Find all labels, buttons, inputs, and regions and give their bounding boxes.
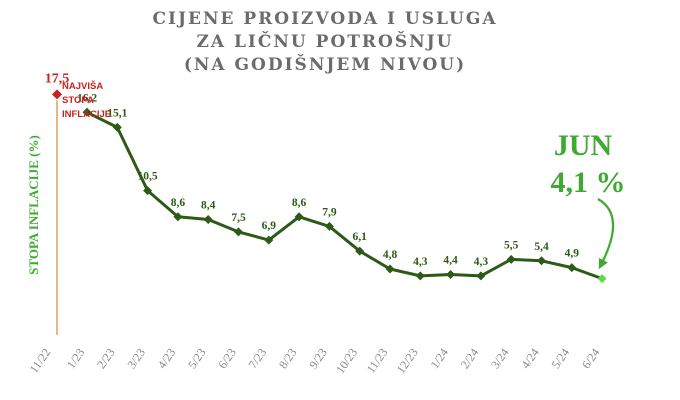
x-tick-8-23: 8/23 xyxy=(276,346,300,372)
data-point-2-24 xyxy=(476,271,486,281)
data-label-12-23: 4,3 xyxy=(413,256,428,268)
data-point-1-24 xyxy=(446,270,456,279)
peak-annotation-line: INFLACIJE xyxy=(62,109,111,120)
x-tick-2-24: 2/24 xyxy=(458,346,482,372)
data-label-9-23: 7,9 xyxy=(322,206,337,218)
x-tick-7-23: 7/23 xyxy=(246,346,270,372)
data-point-5-23 xyxy=(203,215,213,224)
title-line-1: CIJENE PROIZVODA I USLUGA xyxy=(152,9,498,29)
callout-arrow xyxy=(597,198,615,270)
x-tick-6-23: 6/23 xyxy=(215,346,239,372)
data-point-6-23 xyxy=(234,227,243,237)
data-label-1-23: 16,2 xyxy=(77,92,97,104)
data-point-3-24 xyxy=(506,254,516,264)
peak-marker xyxy=(52,89,62,100)
x-tick-11-23: 11/23 xyxy=(364,346,391,376)
x-tick-4-24: 4/24 xyxy=(518,346,542,372)
series-line xyxy=(86,110,603,281)
data-label-2-23: 15,1 xyxy=(107,107,127,119)
x-tick-9-23: 9/23 xyxy=(306,346,330,372)
title-line-2: ZA LIČNU POTROŠNJU xyxy=(196,32,454,52)
x-tick-2-23: 2/23 xyxy=(94,346,118,372)
data-label-6-23: 7,5 xyxy=(231,212,246,224)
data-label-11-22: 17,5 xyxy=(45,71,70,86)
data-label-7-23: 6,9 xyxy=(262,220,277,232)
x-tick-12-23: 12/23 xyxy=(394,346,421,376)
data-label-4-23: 8,6 xyxy=(171,197,186,209)
x-tick-10-23: 10/23 xyxy=(333,346,360,376)
x-tick-1-23: 1/23 xyxy=(64,346,88,372)
chart-title: CIJENE PROIZVODA I USLUGA ZA LIČNU POTRO… xyxy=(150,8,500,77)
data-point-9-23 xyxy=(324,221,334,231)
data-label-5-24: 4,9 xyxy=(565,248,580,260)
data-label-3-24: 5,5 xyxy=(504,239,519,251)
data-point-2-23 xyxy=(112,122,122,132)
x-tick-6-24: 6/24 xyxy=(579,346,603,372)
data-point-6-24 xyxy=(597,274,607,284)
peak-annotation-line: STOPA xyxy=(62,95,94,106)
data-point-11-23 xyxy=(385,264,395,274)
x-tick-11-22: 11/22 xyxy=(27,346,54,376)
data-point-8-23 xyxy=(294,212,304,222)
x-tick-1-24: 1/24 xyxy=(427,346,451,372)
callout-value: 4,1 % xyxy=(551,166,626,199)
data-label-11-23: 4,8 xyxy=(383,249,398,261)
x-tick-3-23: 3/23 xyxy=(124,346,148,372)
data-label-2-24: 4,3 xyxy=(474,256,489,268)
peak-annotation-line: NAJVIŠA xyxy=(62,80,103,92)
data-label-3-23: 10,5 xyxy=(138,171,158,183)
data-point-12-23 xyxy=(415,271,425,281)
data-point-1-23 xyxy=(82,107,92,117)
x-tick-3-24: 3/24 xyxy=(488,346,512,372)
data-point-4-23 xyxy=(173,212,183,222)
data-point-5-24 xyxy=(567,263,577,273)
title-line-3: (NA GODIŠNJEM NIVOU) xyxy=(183,55,467,75)
data-label-4-24: 5,4 xyxy=(534,241,549,253)
y-axis-label: STOPA INFLACIJE (%) xyxy=(26,135,41,275)
data-point-4-24 xyxy=(537,256,546,266)
data-point-7-23 xyxy=(264,235,274,245)
x-tick-4-23: 4/23 xyxy=(155,346,179,372)
data-label-1-24: 4,4 xyxy=(443,255,458,267)
data-point-3-23 xyxy=(143,186,153,196)
callout-month: JUN xyxy=(554,129,613,162)
data-label-5-23: 8,4 xyxy=(201,200,216,212)
data-label-8-23: 8,6 xyxy=(292,197,307,209)
x-tick-5-23: 5/23 xyxy=(185,346,209,372)
data-point-10-23 xyxy=(355,246,365,256)
data-label-10-23: 6,1 xyxy=(353,231,368,243)
x-tick-5-24: 5/24 xyxy=(549,346,573,372)
